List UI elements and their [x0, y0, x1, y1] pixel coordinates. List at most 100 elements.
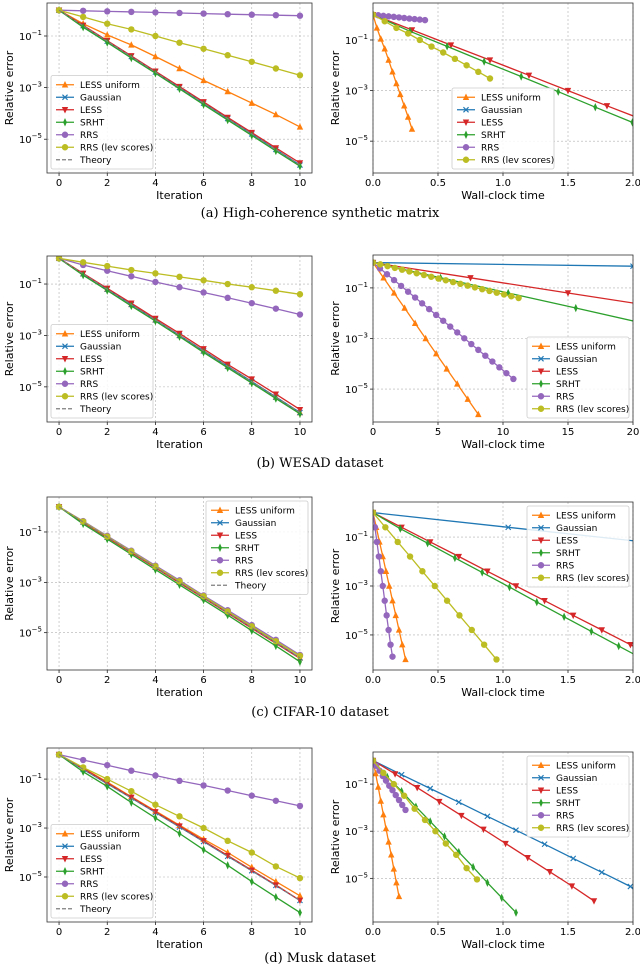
marker-circle	[272, 65, 280, 72]
y-tick-exponent: −1	[358, 33, 368, 41]
marker-triangle-up	[392, 611, 399, 619]
marker-circle	[176, 578, 183, 585]
marker-triangle-up	[176, 64, 183, 72]
legend-label: Gaussian	[481, 106, 522, 116]
legend-entry: RRS (lev scores)	[457, 156, 554, 166]
marker-triangle-down	[627, 641, 633, 649]
marker-thin-diamond	[249, 378, 254, 388]
marker-circle	[104, 775, 111, 783]
y-tick-label: 10−3	[345, 579, 368, 593]
marker-triangle-up	[272, 110, 280, 118]
marker-thin-diamond	[273, 892, 278, 902]
marker-triangle-up	[382, 824, 390, 832]
y-tick-exponent: −5	[358, 382, 368, 390]
legend-entry: LESS	[56, 855, 102, 865]
marker-x	[427, 785, 434, 792]
legend-label: LESS uniform	[481, 93, 541, 103]
axes-frame	[46, 496, 313, 671]
marker-circle	[401, 14, 408, 22]
y-tick-label: 10−1	[19, 525, 42, 539]
marker-circle	[480, 641, 488, 648]
marker-circle	[515, 294, 522, 302]
marker-triangle-down	[462, 119, 470, 126]
marker-thin-diamond	[298, 908, 302, 917]
legend-label: LESS uniform	[80, 81, 140, 91]
legend-label: SRHT	[481, 131, 506, 141]
marker-circle	[104, 761, 111, 769]
legend: LESS uniform Gaussian LESS SRHT RRS RRS (lev …	[451, 87, 555, 170]
legend-entry: RRS	[211, 556, 254, 566]
marker-circle	[381, 18, 388, 25]
legend-entry: RRS (lev scores)	[532, 574, 629, 584]
marker-circle	[389, 786, 396, 794]
marker-circle	[404, 30, 412, 37]
legend-label: LESS	[80, 106, 102, 116]
marker-triangle-up	[382, 567, 390, 574]
legend-entry: LESS	[532, 536, 578, 546]
marker-circle	[272, 287, 280, 294]
marker-circle	[176, 9, 183, 17]
x-tick-label: 6	[200, 927, 206, 938]
series-group	[55, 5, 304, 171]
marker-triangle-up	[422, 334, 429, 342]
marker-triangle-up	[411, 319, 419, 326]
series-group	[373, 508, 633, 663]
y-tick-label: 10−1	[19, 277, 42, 291]
marker-circle	[128, 273, 135, 280]
marker-circle	[272, 637, 280, 645]
y-tick-label: 10−5	[19, 870, 42, 884]
y-tick-exponent: −3	[32, 575, 42, 583]
marker-triangle-up	[128, 41, 135, 48]
marker-thin-diamond	[225, 861, 230, 870]
marker-circle	[428, 273, 435, 280]
legend-label: RRS	[80, 131, 99, 141]
series-line-theory	[58, 754, 301, 901]
marker-circle	[224, 787, 231, 794]
marker-circle	[387, 641, 394, 648]
marker-circle	[475, 346, 482, 354]
marker-triangle-down	[152, 809, 159, 816]
legend-label: Theory	[79, 905, 112, 915]
legend-label: RRS (lev scores)	[481, 156, 554, 166]
legend-entry: LESS	[457, 118, 503, 128]
subplot-3-1: 0.0 0.5 1.0 1.5 2.0 10−1 10−3 10−5 Wall-clock ti…	[329, 751, 640, 951]
marker-x	[538, 774, 544, 781]
legend-entry: RRS	[532, 811, 575, 821]
legend-entry: Gaussian	[56, 842, 121, 852]
legend-entry: SRHT	[457, 130, 506, 141]
marker-circle	[104, 8, 111, 15]
y-tick-label: 10−5	[19, 380, 42, 394]
marker-triangle-down	[484, 568, 491, 575]
y-tick-label: 10−1	[345, 281, 368, 295]
marker-circle	[390, 13, 397, 21]
y-tick-exponent: −3	[358, 84, 368, 92]
marker-triangle-up	[377, 797, 384, 804]
legend-entry: SRHT	[532, 379, 581, 390]
marker-circle	[440, 49, 447, 56]
legend-entry: RRS (lev scores)	[56, 892, 153, 902]
y-tick-exponent: −1	[358, 281, 368, 289]
legend-label: Gaussian	[556, 774, 597, 784]
marker-circle	[418, 300, 426, 307]
marker-circle	[296, 652, 304, 660]
axes-frame	[372, 2, 634, 174]
marker-circle	[411, 15, 418, 23]
y-tick-exponent: −3	[32, 328, 42, 336]
legend-label: SRHT	[556, 549, 581, 559]
marker-circle	[248, 792, 255, 799]
x-tick-label: 1.5	[560, 927, 576, 938]
marker-thin-diamond	[539, 548, 543, 557]
x-tick-label: 1.0	[495, 178, 511, 189]
legend-label: RRS (lev scores)	[80, 143, 153, 153]
caption: (a) High-coherence synthetic matrix	[201, 206, 440, 221]
marker-circle	[489, 358, 496, 365]
marker-circle	[425, 305, 433, 313]
marker-circle	[468, 340, 475, 348]
marker-thin-diamond	[105, 782, 110, 791]
marker-circle	[453, 851, 460, 858]
marker-circle	[128, 26, 135, 33]
marker-circle	[393, 24, 400, 32]
marker-circle	[200, 10, 207, 17]
marker-triangle-down	[391, 771, 399, 778]
marker-triangle-up	[385, 56, 392, 63]
